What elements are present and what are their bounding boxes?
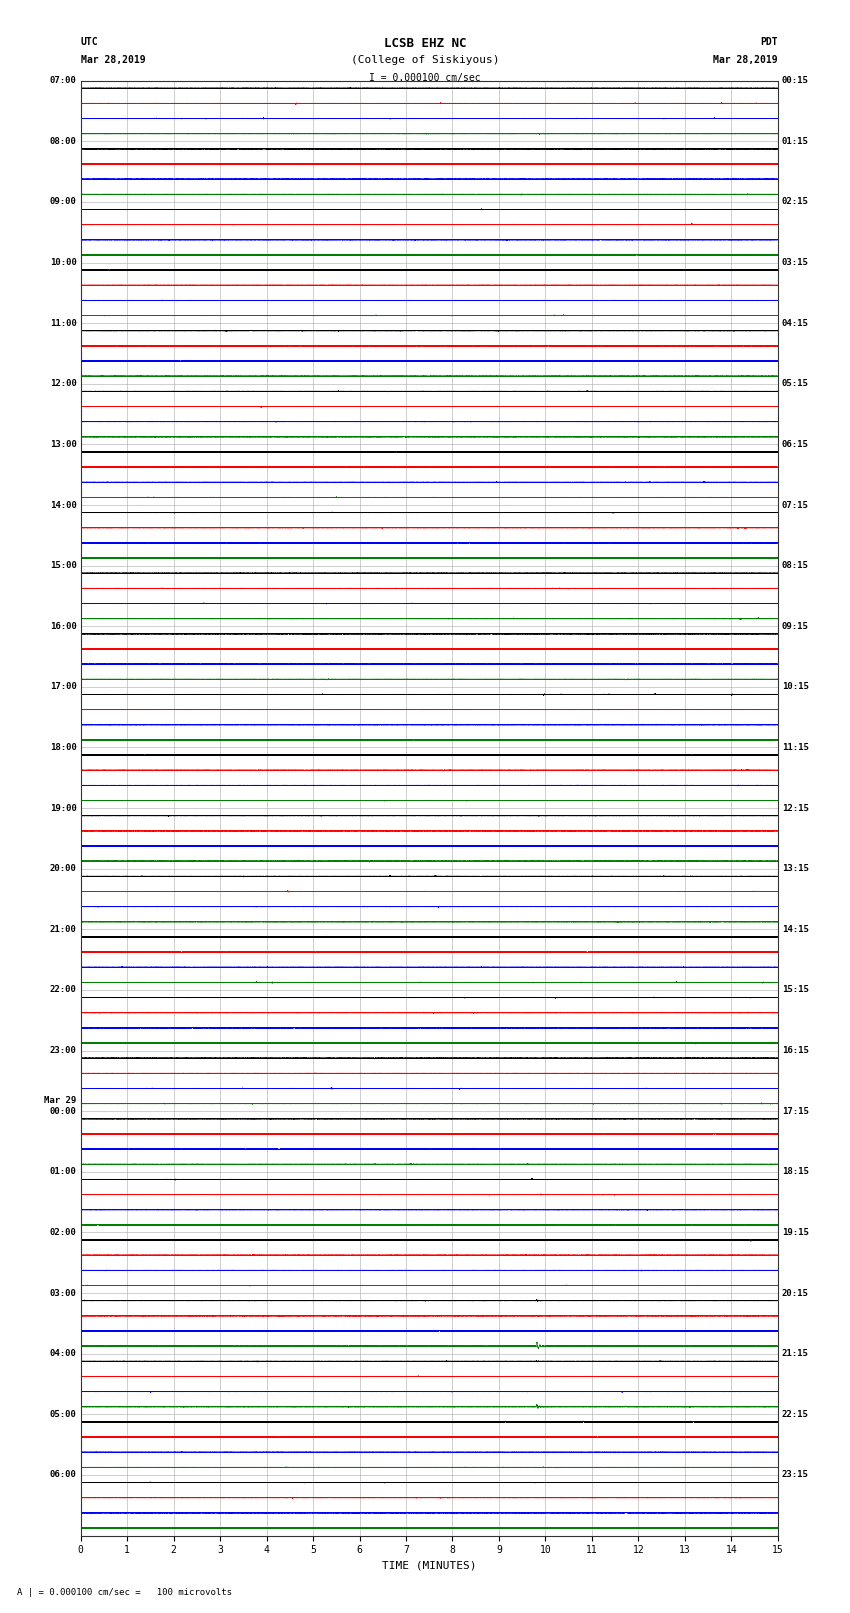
Text: 16:00: 16:00: [49, 621, 76, 631]
Text: PDT: PDT: [760, 37, 778, 47]
Text: 01:00: 01:00: [49, 1168, 76, 1176]
Text: 15:15: 15:15: [782, 986, 809, 995]
Text: Mar 28,2019: Mar 28,2019: [713, 55, 778, 65]
Text: 17:15: 17:15: [782, 1107, 809, 1116]
Text: 21:15: 21:15: [782, 1348, 809, 1358]
Text: 06:00: 06:00: [49, 1471, 76, 1479]
Text: 10:00: 10:00: [49, 258, 76, 268]
Text: 17:00: 17:00: [49, 682, 76, 692]
Text: 15:00: 15:00: [49, 561, 76, 569]
Text: 12:00: 12:00: [49, 379, 76, 389]
Text: 23:15: 23:15: [782, 1471, 809, 1479]
Text: 23:00: 23:00: [49, 1047, 76, 1055]
Text: 11:00: 11:00: [49, 319, 76, 327]
Text: 10:15: 10:15: [782, 682, 809, 692]
Text: 13:00: 13:00: [49, 440, 76, 448]
Text: 19:15: 19:15: [782, 1227, 809, 1237]
Text: 04:00: 04:00: [49, 1348, 76, 1358]
Text: 18:00: 18:00: [49, 744, 76, 752]
Text: (College of Siskiyous): (College of Siskiyous): [351, 55, 499, 65]
Text: 00:00: 00:00: [49, 1107, 76, 1116]
Text: 18:15: 18:15: [782, 1168, 809, 1176]
Text: LCSB EHZ NC: LCSB EHZ NC: [383, 37, 467, 50]
Text: 05:00: 05:00: [49, 1410, 76, 1419]
Text: I = 0.000100 cm/sec: I = 0.000100 cm/sec: [369, 73, 481, 82]
Text: 22:15: 22:15: [782, 1410, 809, 1419]
Text: 03:15: 03:15: [782, 258, 809, 268]
Text: 14:15: 14:15: [782, 924, 809, 934]
Text: 00:15: 00:15: [782, 76, 809, 85]
Text: 14:00: 14:00: [49, 500, 76, 510]
Text: 02:15: 02:15: [782, 197, 809, 206]
Text: 11:15: 11:15: [782, 744, 809, 752]
Text: 16:15: 16:15: [782, 1047, 809, 1055]
Text: UTC: UTC: [81, 37, 99, 47]
Text: 19:00: 19:00: [49, 803, 76, 813]
Text: Mar 29: Mar 29: [44, 1095, 76, 1105]
Text: 08:00: 08:00: [49, 137, 76, 145]
X-axis label: TIME (MINUTES): TIME (MINUTES): [382, 1561, 477, 1571]
Text: 20:15: 20:15: [782, 1289, 809, 1297]
Text: 13:15: 13:15: [782, 865, 809, 873]
Text: 07:15: 07:15: [782, 500, 809, 510]
Text: 04:15: 04:15: [782, 319, 809, 327]
Text: Mar 28,2019: Mar 28,2019: [81, 55, 145, 65]
Text: 07:00: 07:00: [49, 76, 76, 85]
Text: A | = 0.000100 cm/sec =   100 microvolts: A | = 0.000100 cm/sec = 100 microvolts: [17, 1587, 232, 1597]
Text: 22:00: 22:00: [49, 986, 76, 995]
Text: 08:15: 08:15: [782, 561, 809, 569]
Text: 09:00: 09:00: [49, 197, 76, 206]
Text: 01:15: 01:15: [782, 137, 809, 145]
Text: 20:00: 20:00: [49, 865, 76, 873]
Text: 05:15: 05:15: [782, 379, 809, 389]
Text: 21:00: 21:00: [49, 924, 76, 934]
Text: 03:00: 03:00: [49, 1289, 76, 1297]
Text: 09:15: 09:15: [782, 621, 809, 631]
Text: 12:15: 12:15: [782, 803, 809, 813]
Text: 02:00: 02:00: [49, 1227, 76, 1237]
Text: 06:15: 06:15: [782, 440, 809, 448]
